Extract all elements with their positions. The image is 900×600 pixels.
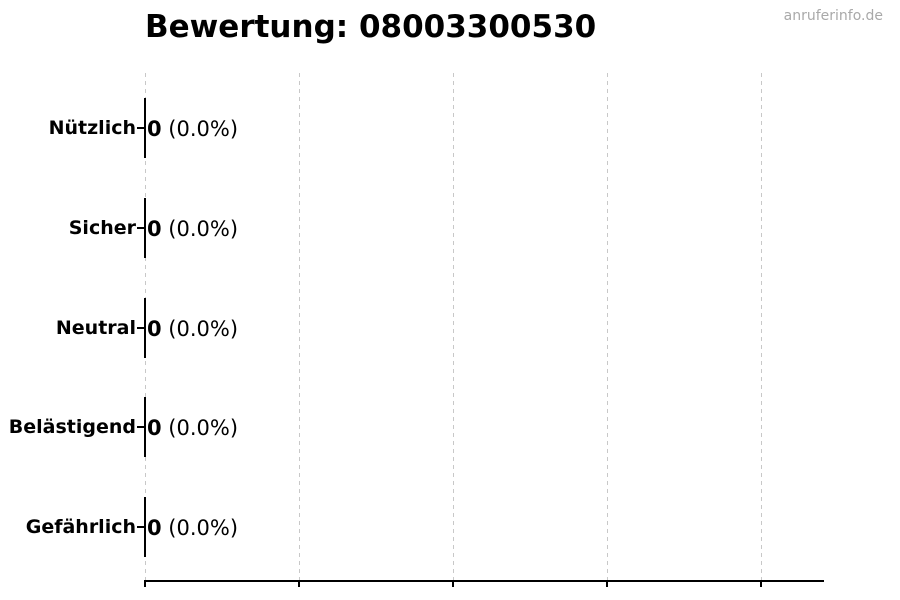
x-axis-tick — [452, 582, 454, 587]
y-axis-tick — [137, 526, 145, 529]
bar-zero-value-edge — [144, 297, 146, 358]
bar-percent: (0.0%) — [161, 117, 239, 141]
vertical-gridline — [299, 73, 300, 581]
bar-zero-value-edge — [144, 98, 146, 158]
plot-area — [145, 73, 823, 581]
bar-value-annotation: 0 (0.0%) — [147, 317, 238, 341]
y-axis-tick — [137, 127, 145, 129]
bar-percent: (0.0%) — [161, 216, 239, 241]
vertical-gridline — [453, 73, 454, 581]
bar-value: 0 — [147, 416, 162, 441]
x-axis-tick — [298, 582, 300, 587]
bar-value: 0 — [147, 516, 162, 541]
bar-value-annotation: 0 (0.0%) — [147, 117, 238, 141]
watermark-text: anruferinfo.de — [783, 8, 883, 24]
y-axis-tick — [137, 326, 145, 329]
category-label: Neutral — [55, 316, 136, 339]
category-label: Nützlich — [48, 117, 136, 139]
bar-percent: (0.0%) — [161, 316, 239, 341]
x-axis-line — [144, 580, 824, 582]
bar-value-annotation: 0 (0.0%) — [147, 516, 238, 540]
bar-value-annotation: 0 (0.0%) — [147, 416, 238, 440]
x-axis-tick — [760, 582, 762, 587]
chart-title: Bewertung: 08003300530 — [145, 9, 597, 45]
bar-value-annotation: 0 (0.0%) — [147, 217, 238, 241]
bar-zero-value-edge — [144, 497, 146, 558]
bar-zero-value-edge — [144, 197, 146, 258]
y-axis-tick — [137, 426, 145, 429]
bar-value: 0 — [147, 316, 162, 341]
bar-value: 0 — [147, 117, 162, 141]
bar-percent: (0.0%) — [161, 416, 239, 441]
category-label: Sicher — [68, 216, 136, 239]
y-axis-tick — [137, 226, 145, 229]
bar-zero-value-edge — [144, 397, 146, 458]
x-axis-tick — [144, 582, 146, 587]
bar-value: 0 — [147, 216, 162, 241]
x-axis-tick — [606, 582, 608, 587]
bar-percent: (0.0%) — [161, 516, 239, 541]
vertical-gridline — [607, 73, 608, 581]
vertical-gridline — [761, 73, 762, 581]
category-label: Gefährlich — [25, 516, 136, 539]
category-label: Belästigend — [8, 416, 136, 439]
